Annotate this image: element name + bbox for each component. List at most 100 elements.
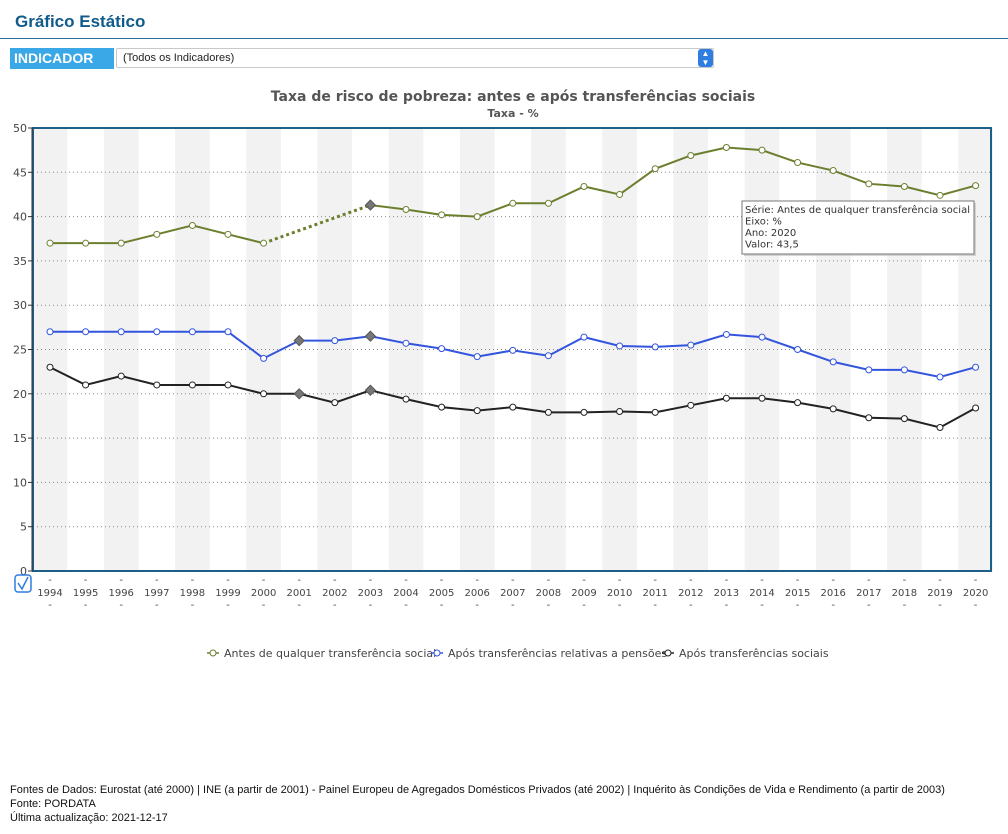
- tooltip-line: Série: Antes de qualquer transferência s…: [745, 204, 970, 216]
- x-tick-label: 2001: [286, 588, 311, 599]
- x-tick-mark: -: [725, 575, 729, 586]
- indicator-select[interactable]: (Todos os Indicadores) ▲ ▼: [116, 48, 714, 68]
- x-tick-label: 2008: [536, 588, 561, 599]
- year-band: [887, 128, 922, 571]
- break-marker: [364, 330, 377, 342]
- x-tick-mark: -: [796, 600, 800, 611]
- x-tick-label: 2009: [571, 588, 596, 599]
- y-tick-label: 35: [13, 255, 27, 268]
- break-marker: [364, 199, 377, 211]
- chevron-up-down-icon[interactable]: ▲ ▼: [698, 49, 713, 67]
- x-tick-mark: -: [404, 600, 408, 611]
- x-tick-label: 2005: [429, 588, 454, 599]
- data-point: [758, 394, 766, 402]
- data-point: [651, 343, 659, 351]
- x-tick-mark: -: [297, 575, 301, 586]
- data-point: [972, 404, 980, 412]
- break-marker: [293, 388, 305, 400]
- year-band: [175, 128, 210, 571]
- x-tick-mark: -: [938, 600, 942, 611]
- data-point: [117, 239, 125, 247]
- x-tick-label: 2014: [749, 588, 774, 599]
- data-point: [82, 381, 90, 389]
- data-point: [117, 372, 125, 380]
- data-point: [544, 199, 552, 207]
- data-point: [153, 230, 161, 238]
- data-point: [153, 328, 161, 336]
- x-tick-label: 2012: [678, 588, 703, 599]
- x-tick-mark: -: [689, 575, 693, 586]
- data-point: [224, 381, 232, 389]
- x-tick-mark: -: [262, 600, 266, 611]
- data-point: [473, 407, 481, 415]
- y-axis: 0 5 10 15 20 25 30 35 40 45 50: [13, 122, 33, 578]
- x-tick-mark: -: [440, 575, 444, 586]
- x-tick-label: 2003: [358, 588, 383, 599]
- y-tick-label: 5: [20, 521, 27, 534]
- data-point: [509, 346, 517, 354]
- x-tick-mark: -: [119, 600, 123, 611]
- data-point: [188, 221, 196, 229]
- title-divider: [0, 38, 1008, 39]
- legend-label: Após transferências relativas a pensões: [448, 647, 667, 660]
- data-point: [509, 403, 517, 411]
- data-point: [260, 239, 268, 247]
- x-tick-mark: -: [582, 575, 586, 586]
- x-tick-mark: -: [84, 600, 88, 611]
- x-tick-label: 2016: [820, 588, 845, 599]
- x-tick-mark: -: [511, 600, 515, 611]
- break-marker: [293, 334, 305, 347]
- year-band: [673, 128, 709, 571]
- data-point: [438, 403, 446, 411]
- break-marker: [364, 384, 377, 396]
- y-tick-label: 0: [20, 565, 27, 578]
- series-gap-line: [263, 203, 371, 245]
- x-tick-mark: -: [226, 575, 230, 586]
- data-point: [900, 182, 908, 190]
- data-point: [580, 182, 588, 190]
- data-point: [580, 333, 588, 341]
- x-tick-mark: -: [475, 600, 479, 611]
- x-tick-mark: -: [831, 575, 835, 586]
- year-bands: [32, 128, 993, 571]
- x-tick-mark: -: [48, 575, 52, 586]
- data-point: [117, 328, 125, 336]
- data-point: [829, 405, 837, 413]
- last-update: Última actualização: 2021-12-17: [10, 812, 168, 824]
- data-point: [473, 213, 481, 221]
- data-point: [544, 352, 552, 360]
- y-tick-label: 25: [13, 344, 27, 357]
- data-point: [46, 239, 54, 247]
- data-point: [616, 408, 624, 416]
- legend-marker: [664, 649, 672, 657]
- x-tick-mark: -: [155, 575, 159, 586]
- tooltip-line: Ano: 2020: [745, 228, 796, 239]
- x-tick-mark: -: [653, 600, 657, 611]
- x-tick-mark: -: [191, 600, 195, 611]
- x-tick-mark: -: [938, 575, 942, 586]
- data-point: [438, 345, 446, 353]
- data-point: [651, 165, 659, 173]
- x-tick-label: 2015: [785, 588, 810, 599]
- data-point: [651, 408, 659, 416]
- chart-title: Taxa de risco de pobreza: antes e após t…: [271, 89, 755, 105]
- data-point: [972, 182, 980, 190]
- data-point: [402, 395, 410, 403]
- x-tick-label: 1996: [108, 588, 133, 599]
- x-tick-label: 2000: [251, 588, 276, 599]
- line-chart: 0 5 10 15 20 25 30 35 40 45 50 - 1994 - - 1995 - - 1996 - -…: [13, 89, 993, 660]
- data-point: [722, 143, 730, 151]
- data-point: [82, 328, 90, 336]
- x-tick-label: 1999: [215, 588, 240, 599]
- data-point: [722, 394, 730, 402]
- data-point: [473, 353, 481, 361]
- data-point: [722, 330, 730, 338]
- data-point: [794, 399, 802, 407]
- data-point: [260, 390, 268, 398]
- x-tick-label: 1998: [180, 588, 205, 599]
- data-point: [509, 199, 517, 207]
- year-band: [602, 128, 637, 571]
- data-point: [900, 366, 908, 374]
- checkmark-icon[interactable]: [14, 574, 32, 593]
- legend-label: Antes de qualquer transferência social: [224, 647, 436, 660]
